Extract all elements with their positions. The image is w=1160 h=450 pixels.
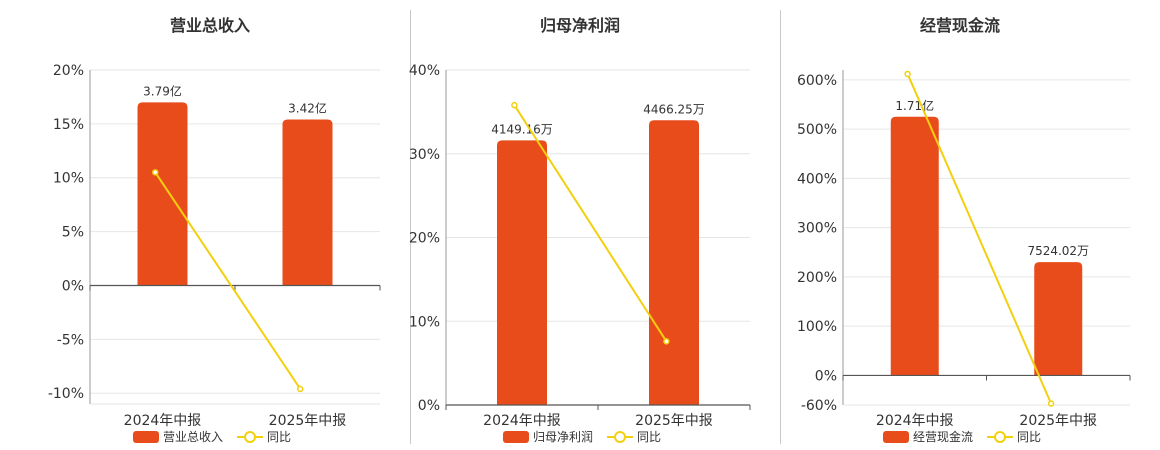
x-tick-label: 2024年中报 bbox=[124, 413, 202, 429]
y-tick-label: 20% bbox=[53, 63, 84, 79]
bar[interactable] bbox=[137, 102, 188, 286]
legend-bar-label[interactable]: 归母净利润 bbox=[533, 430, 594, 444]
chart-panel-revenue: 营业总收入 20% 15% 10% 5% 0% -5% -10% 3.79亿 3.42亿 2024… bbox=[0, 0, 400, 450]
legend-line-swatch[interactable] bbox=[607, 430, 634, 443]
x-tick-label: 2025年中报 bbox=[635, 413, 713, 429]
legend-bar-label[interactable]: 经营现金流 bbox=[913, 430, 974, 444]
chart-title: 归母净利润 bbox=[539, 16, 620, 35]
legend-bar-label[interactable]: 营业总收入 bbox=[163, 430, 224, 444]
chart-legend: 归母净利润 同比 bbox=[503, 428, 661, 445]
y-tick-label: 600% bbox=[797, 73, 837, 89]
bar-data-label: 4149.16万 bbox=[491, 122, 553, 136]
panel-divider bbox=[780, 10, 781, 444]
y-tick-label: 5% bbox=[62, 225, 84, 241]
legend-line-label[interactable]: 同比 bbox=[1017, 430, 1042, 444]
bar[interactable] bbox=[282, 119, 333, 286]
yoy-line bbox=[154, 171, 302, 390]
x-tick-label: 2025年中报 bbox=[269, 413, 347, 429]
bar[interactable] bbox=[497, 140, 547, 405]
yoy-point[interactable] bbox=[152, 169, 159, 176]
legend-line-label[interactable]: 同比 bbox=[267, 430, 292, 444]
bar-data-label: 3.42亿 bbox=[288, 101, 327, 116]
y-tick-label: 400% bbox=[797, 171, 837, 187]
y-tick-label: 20% bbox=[409, 231, 440, 247]
chart-panel-net-profit: 归母净利润 40% 30% 20% 10% 0% 4149.16万 4466.25万 2024… bbox=[409, 16, 751, 445]
chart-svg-net-profit: 40% 30% 20% 10% 0% 4149.16万 4466.25万 2024年中报 202… bbox=[409, 63, 751, 429]
legend-line-label[interactable]: 同比 bbox=[637, 430, 662, 444]
legend-bar-swatch[interactable] bbox=[133, 430, 159, 443]
y-tick-label: -60% bbox=[801, 398, 837, 414]
y-tick-label: 15% bbox=[53, 117, 84, 133]
chart-legend: 经营现金流 同比 bbox=[883, 428, 1041, 445]
y-tick-label: -10% bbox=[48, 386, 84, 402]
chart-title: 营业总收入 bbox=[169, 16, 250, 35]
chart-svg-revenue: 20% 15% 10% 5% 0% -5% -10% 3.79亿 3.42亿 2024年中报 202… bbox=[48, 63, 381, 429]
y-tick-label: 40% bbox=[409, 63, 440, 79]
legend-bar-swatch[interactable] bbox=[503, 430, 529, 443]
y-tick-label: 10% bbox=[409, 314, 440, 330]
yoy-point[interactable] bbox=[1047, 400, 1055, 407]
chart-legend: 营业总收入 同比 bbox=[133, 428, 291, 445]
legend-line-swatch[interactable] bbox=[237, 430, 264, 443]
y-tick-label: 100% bbox=[797, 319, 837, 335]
yoy-line bbox=[906, 73, 1052, 404]
y-tick-label: -5% bbox=[57, 332, 84, 348]
y-tick-label: 0% bbox=[62, 278, 84, 294]
y-tick-label: 500% bbox=[797, 122, 837, 138]
bar-data-label: 7524.02万 bbox=[1027, 244, 1089, 258]
y-tick-label: 300% bbox=[797, 221, 837, 237]
bar-data-label: 4466.25万 bbox=[643, 102, 705, 116]
x-tick-label: 2025年中报 bbox=[1019, 413, 1097, 429]
bar-data-label: 1.71亿 bbox=[895, 98, 934, 113]
yoy-line bbox=[513, 104, 668, 342]
y-tick-label: 10% bbox=[53, 171, 84, 187]
panel-divider bbox=[410, 10, 411, 444]
legend-line-swatch[interactable] bbox=[987, 430, 1014, 443]
y-tick-label: 30% bbox=[409, 147, 440, 163]
y-tick-label: 0% bbox=[418, 398, 440, 414]
bar-data-label: 3.79亿 bbox=[143, 83, 182, 98]
chart-title: 经营现金流 bbox=[919, 16, 1000, 35]
x-tick-label: 2024年中报 bbox=[483, 413, 561, 429]
yoy-point[interactable] bbox=[297, 385, 304, 393]
yoy-point[interactable] bbox=[663, 338, 670, 345]
yoy-point[interactable] bbox=[904, 70, 911, 78]
bar[interactable] bbox=[1034, 262, 1083, 376]
bar[interactable] bbox=[890, 116, 939, 376]
yoy-point[interactable] bbox=[511, 101, 518, 109]
y-tick-label: 200% bbox=[797, 270, 837, 286]
legend-bar-swatch[interactable] bbox=[883, 430, 909, 443]
y-tick-label: 0% bbox=[815, 368, 837, 384]
x-tick-label: 2024年中报 bbox=[876, 413, 954, 429]
